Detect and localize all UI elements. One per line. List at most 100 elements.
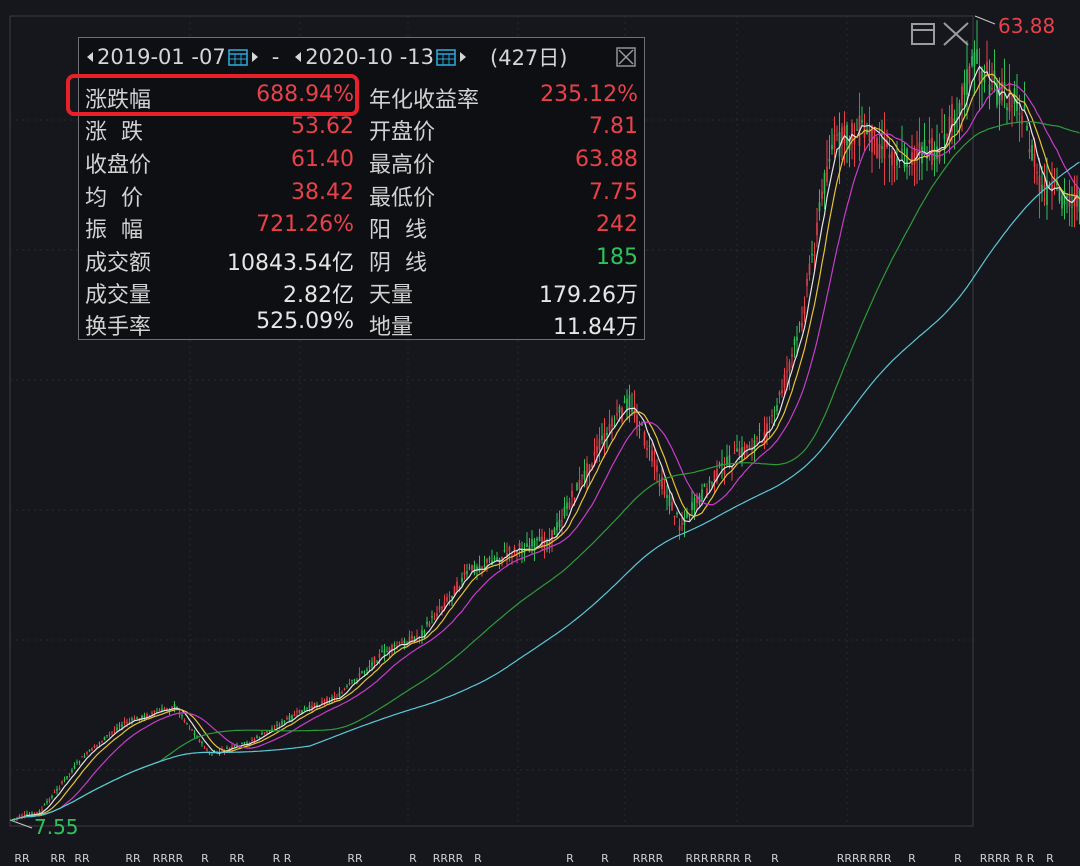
- start-prev-arrow-icon[interactable]: [87, 52, 93, 62]
- candle-body: [298, 709, 301, 714]
- candle-body: [973, 52, 976, 67]
- candle-body: [43, 804, 46, 806]
- candle-body: [863, 126, 866, 138]
- candle-body: [226, 747, 228, 749]
- candle-body: [608, 424, 611, 431]
- candle-body: [26, 813, 28, 816]
- candle-body: [673, 515, 676, 517]
- candle-body: [1078, 189, 1080, 212]
- candle-body: [321, 701, 323, 704]
- candle-body: [808, 263, 811, 276]
- start-date-field[interactable]: 2019-01 -07: [97, 44, 248, 70]
- candle-body: [283, 720, 286, 722]
- candle-body: [536, 538, 538, 541]
- candle-body: [873, 128, 876, 134]
- candle-body: [636, 415, 638, 427]
- candle-body: [451, 595, 453, 598]
- candle-body: [106, 735, 108, 737]
- min-price-label: 7.55: [34, 815, 79, 839]
- close-panel-icon[interactable]: [616, 47, 636, 67]
- stats-row-5: 振 幅 721.26% 阳 线 242: [79, 212, 644, 244]
- candle-body: [853, 136, 856, 145]
- candle-body: [681, 523, 683, 525]
- candle-body: [721, 463, 723, 465]
- candle-body: [463, 571, 466, 575]
- candle-body: [198, 739, 201, 742]
- candle-body: [408, 636, 411, 645]
- candle-body: [531, 539, 533, 547]
- candle-body: [193, 732, 196, 736]
- start-next-arrow-icon[interactable]: [251, 52, 258, 62]
- candle-body: [968, 66, 971, 84]
- candle-body: [678, 525, 681, 531]
- candle-body: [988, 84, 991, 97]
- candle-body: [941, 131, 943, 133]
- bottom-marker: R: [771, 852, 779, 865]
- candle-body: [498, 558, 501, 563]
- candle-body: [56, 788, 58, 791]
- bottom-marker: RR: [74, 852, 90, 865]
- bottom-marker: R: [908, 852, 916, 865]
- candle-body: [448, 595, 451, 597]
- bottom-marker: R: [201, 852, 209, 865]
- candle-body: [526, 543, 528, 548]
- date-range-bar: 2019-01 -07 - 2020-10 -13: [79, 38, 644, 76]
- candle-body: [426, 621, 428, 625]
- candle-body: [631, 409, 633, 412]
- candle-body: [508, 546, 511, 552]
- candle-body: [348, 682, 351, 685]
- candle-body: [166, 708, 168, 711]
- candle-body: [948, 116, 951, 142]
- candle-body: [158, 709, 161, 711]
- change-pct-label: 涨跌幅: [85, 88, 152, 113]
- candle-body: [683, 519, 686, 525]
- candle-body: [911, 152, 913, 165]
- candle-body: [1023, 105, 1026, 111]
- candle-body: [641, 424, 643, 426]
- min-volume-value: 11.84万: [553, 315, 638, 340]
- candle-body: [981, 70, 983, 80]
- candle-body: [663, 490, 666, 495]
- candle-body: [173, 704, 176, 708]
- calendar-icon[interactable]: [227, 48, 248, 66]
- candle-body: [98, 742, 101, 744]
- candle-body: [351, 680, 353, 682]
- candle-body: [171, 706, 173, 709]
- candle-body: [1031, 145, 1033, 161]
- candle-body: [333, 696, 336, 698]
- min-price-value: 7.55: [34, 815, 79, 839]
- close-icon[interactable]: [943, 22, 969, 46]
- ma5-line: [11, 65, 1080, 821]
- highlight-annotation-box: [66, 74, 359, 116]
- bottom-marker: RRRR: [633, 852, 664, 865]
- candle-body: [188, 727, 191, 729]
- amplitude-value: 721.26%: [256, 212, 354, 237]
- candle-body: [866, 129, 868, 135]
- candle-body: [423, 630, 426, 634]
- candle-body: [473, 565, 476, 574]
- calendar-icon[interactable]: [436, 48, 456, 66]
- candle-body: [753, 439, 756, 451]
- candle-body: [861, 120, 863, 123]
- candle-body: [533, 540, 536, 551]
- restore-icon[interactable]: [911, 23, 935, 45]
- candle-body: [313, 703, 316, 707]
- candle-body: [83, 756, 86, 758]
- candle-body: [761, 441, 763, 443]
- end-date-field[interactable]: 2020-10 -13: [305, 44, 456, 70]
- window-controls: [910, 20, 972, 48]
- candle-body: [21, 815, 23, 818]
- candle-body: [76, 761, 78, 763]
- candle-body: [391, 644, 393, 651]
- end-prev-arrow-icon[interactable]: [295, 52, 302, 62]
- candle-body: [403, 640, 406, 647]
- stats-row-7: 成交量 2.82亿 天量 179.26万: [79, 277, 644, 309]
- change-pct-value: 688.94%: [256, 82, 354, 107]
- candle-body: [153, 710, 156, 713]
- candle-body: [686, 510, 688, 518]
- end-next-arrow-icon[interactable]: [460, 52, 467, 62]
- candle-body: [53, 792, 56, 794]
- change-label: 涨 跌: [85, 120, 143, 145]
